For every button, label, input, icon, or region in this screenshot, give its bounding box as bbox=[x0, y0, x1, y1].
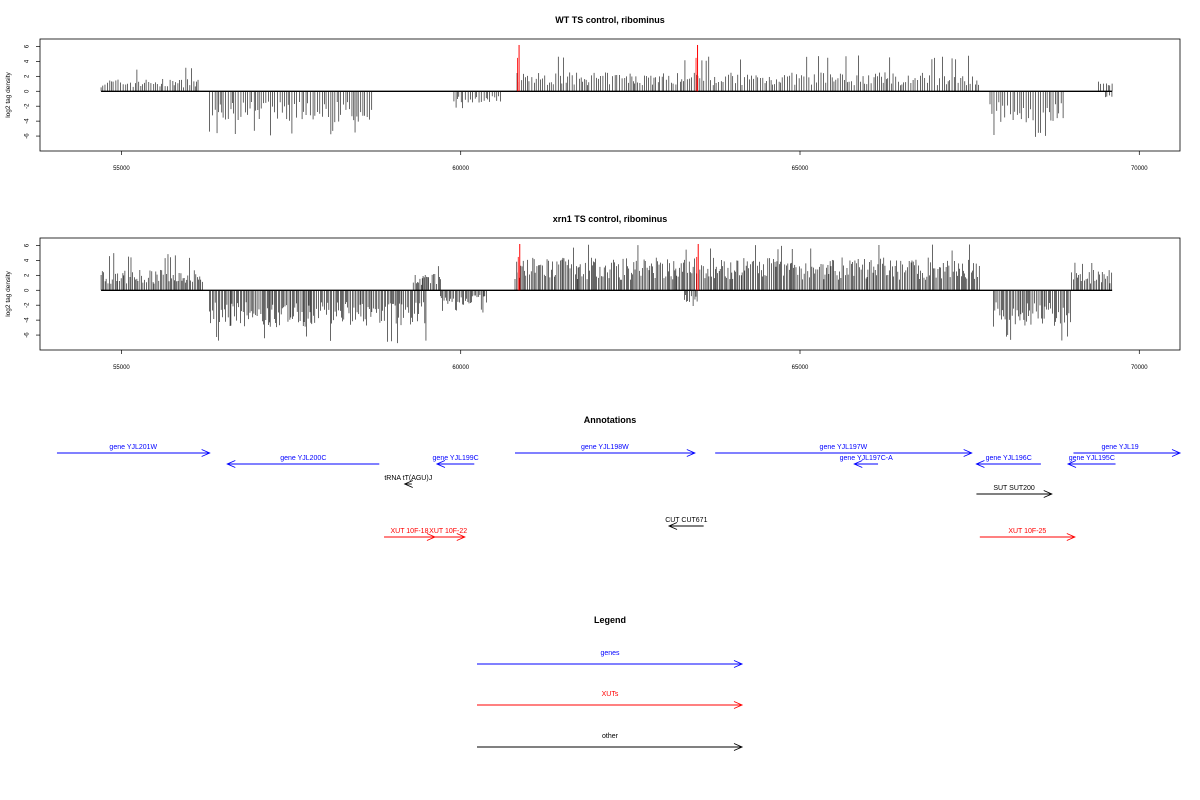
legend-arrow-head bbox=[733, 743, 744, 751]
signal-bars-xrn1 bbox=[100, 243, 1113, 344]
annotations-title: Annotations bbox=[584, 415, 637, 425]
y-axis-xrn1: 6 4 2 0 -2 -4 -6 bbox=[25, 243, 40, 338]
feature-arrow-head bbox=[1043, 490, 1053, 498]
legend-item-xuts: XUTs bbox=[477, 691, 744, 709]
legend-title: Legend bbox=[594, 615, 626, 625]
feature-label: CUT CUT671 bbox=[665, 517, 707, 524]
x-tick-label: 55000 bbox=[113, 166, 130, 172]
y-axis-label-wt: log2 tag density bbox=[5, 71, 12, 117]
feature-label: gene YJL195C bbox=[1069, 455, 1115, 462]
feature-label: XUT 10F-18 bbox=[390, 528, 428, 535]
feature-arrow-head bbox=[435, 460, 446, 468]
y-tick-label: 2 bbox=[25, 273, 31, 277]
feature-arrow-head bbox=[456, 533, 466, 541]
feature-label: XUT 10F-25 bbox=[1008, 528, 1046, 535]
feature-label: SUT SUT200 bbox=[993, 485, 1035, 492]
y-tick-label: 2 bbox=[25, 74, 31, 78]
feature-arrow-head bbox=[963, 449, 973, 457]
feature-label: gene YJL197C-A bbox=[840, 455, 894, 462]
x-axis-wt: 55000 60000 65000 70000 bbox=[113, 151, 1148, 172]
track-panel-xrn1: xrn1 TS control, ribominus log2 tag dens… bbox=[5, 214, 1181, 371]
legend-item-genes: genes bbox=[477, 650, 744, 668]
feature-arrow-head bbox=[853, 460, 863, 468]
annotation-feature: XUT 10F-25 bbox=[979, 528, 1076, 541]
annotation-feature: gene YJL201W bbox=[56, 444, 211, 457]
panel-title-xrn1: xrn1 TS control, ribominus bbox=[553, 214, 668, 224]
annotation-feature: SUT SUT200 bbox=[976, 485, 1053, 498]
annotation-feature: gene YJL197W bbox=[715, 444, 973, 457]
feature-arrow-head bbox=[226, 460, 236, 468]
y-tick-label: -4 bbox=[25, 118, 31, 124]
legend-label: genes bbox=[600, 650, 620, 657]
x-tick-label: 70000 bbox=[1131, 365, 1148, 371]
legend-label: XUTs bbox=[602, 691, 619, 698]
feature-label: gene YJL199C bbox=[433, 455, 479, 462]
feature-label: tRNA tT(AGU)J bbox=[384, 475, 432, 482]
y-tick-label: -6 bbox=[25, 332, 31, 338]
x-tick-label: 55000 bbox=[113, 365, 130, 371]
y-tick-label: 0 bbox=[25, 89, 31, 93]
y-tick-label: -6 bbox=[25, 133, 31, 139]
annotation-features: gene YJL201W gene YJL200C gene YJL199C gene… bbox=[56, 444, 1182, 541]
plot-frame-xrn1 bbox=[39, 237, 1181, 351]
feature-label: gene YJL196C bbox=[986, 455, 1032, 462]
feature-arrow-head bbox=[1066, 533, 1076, 541]
panel-title-wt: WT TS control, ribominus bbox=[555, 15, 665, 25]
feature-label: gene YJL197W bbox=[820, 444, 868, 451]
y-tick-label: 0 bbox=[25, 288, 31, 292]
y-tick-label: -4 bbox=[25, 317, 31, 323]
feature-label: gene YJL19 bbox=[1101, 444, 1138, 451]
x-tick-label: 70000 bbox=[1131, 166, 1148, 172]
signal-bars-wt bbox=[100, 44, 1113, 137]
y-tick-label: 4 bbox=[25, 59, 31, 63]
feature-arrow-head bbox=[667, 522, 678, 530]
feature-label: gene YJL198W bbox=[581, 444, 629, 451]
annotation-feature: gene YJL200C bbox=[226, 455, 380, 468]
annotation-feature: gene YJL199C bbox=[433, 455, 479, 468]
legend-label: other bbox=[602, 733, 619, 740]
x-tick-label: 60000 bbox=[452, 166, 469, 172]
annotation-feature: XUT 10F-18 bbox=[384, 528, 437, 541]
x-tick-label: 60000 bbox=[452, 365, 469, 371]
feature-arrow-head bbox=[1066, 460, 1077, 468]
y-tick-label: -2 bbox=[25, 302, 31, 308]
feature-arrow-head bbox=[403, 480, 413, 488]
legend-items: genes XUTs other bbox=[477, 650, 744, 751]
annotation-feature: tRNA tT(AGU)J bbox=[384, 475, 432, 488]
annotation-feature: gene YJL198W bbox=[515, 444, 696, 457]
legend-arrow-head bbox=[733, 660, 744, 668]
annotation-feature: XUT 10F-22 bbox=[429, 528, 467, 541]
x-axis-xrn1: 55000 60000 65000 70000 bbox=[113, 350, 1148, 371]
annotation-feature: gene YJL196C bbox=[975, 455, 1041, 468]
feature-arrow-head bbox=[975, 460, 985, 468]
y-tick-label: -2 bbox=[25, 103, 31, 109]
feature-label: gene YJL201W bbox=[109, 444, 157, 451]
annotation-feature: gene YJL19 bbox=[1073, 444, 1182, 457]
y-tick-label: 6 bbox=[25, 243, 31, 247]
x-tick-label: 65000 bbox=[792, 365, 809, 371]
feature-arrow-head bbox=[201, 449, 211, 457]
y-tick-label: 4 bbox=[25, 258, 31, 262]
legend-item-other: other bbox=[477, 733, 744, 751]
annotation-feature: gene YJL197C-A bbox=[840, 455, 894, 468]
x-tick-label: 65000 bbox=[792, 166, 809, 172]
annotation-feature: gene YJL195C bbox=[1066, 455, 1116, 468]
legend-arrow-head bbox=[733, 701, 744, 709]
feature-arrow-head bbox=[686, 449, 696, 457]
y-axis-wt: 6 4 2 0 -2 -4 -6 bbox=[25, 44, 40, 139]
y-axis-label-xrn1: log2 tag density bbox=[5, 270, 12, 316]
feature-label: XUT 10F-22 bbox=[429, 528, 467, 535]
feature-arrow-head bbox=[1171, 449, 1182, 457]
plot-frame-wt bbox=[39, 38, 1181, 152]
annotation-feature: CUT CUT671 bbox=[665, 517, 708, 530]
track-panel-wt: WT TS control, ribominus log2 tag densit… bbox=[5, 15, 1181, 172]
y-tick-label: 6 bbox=[25, 44, 31, 48]
feature-label: gene YJL200C bbox=[280, 455, 326, 462]
